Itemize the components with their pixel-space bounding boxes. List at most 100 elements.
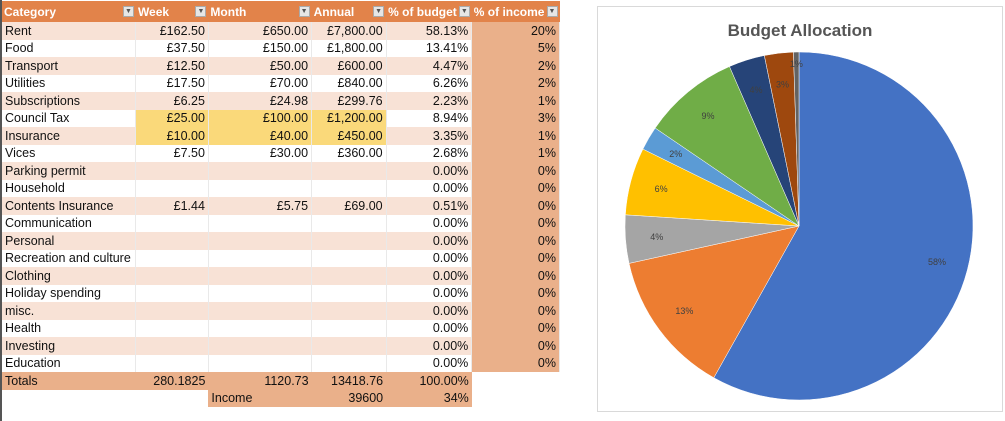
cell[interactable]: 0% [471,267,560,285]
cell[interactable]: 0% [471,179,560,197]
empty-cell[interactable] [2,389,136,407]
cell[interactable]: 0.00% [386,337,473,355]
filter-dropdown-icon[interactable]: ▼ [458,6,470,17]
cell[interactable]: £360.00 [311,144,387,162]
cell[interactable]: 0.00% [386,249,473,267]
cell[interactable] [311,249,387,267]
pie-chart[interactable]: Budget Allocation 58% 13% 4% 6% 2% 9% 4% 3% 1% [597,6,1003,412]
cell[interactable]: Food [2,39,137,57]
cell[interactable]: 0% [471,249,560,267]
cell[interactable] [208,267,313,285]
pie-slice-food[interactable] [628,225,800,379]
income-value[interactable]: 39600 [311,389,387,407]
cell[interactable] [311,302,387,320]
cell[interactable] [208,302,313,320]
cell[interactable] [135,179,209,197]
cell[interactable]: 1% [471,127,560,145]
cell[interactable] [135,267,209,285]
cell[interactable]: Parking permit [2,162,137,180]
cell[interactable]: 1% [471,92,560,110]
cell[interactable]: Health [2,319,137,337]
cell[interactable]: £450.00 [311,127,387,145]
cell[interactable]: £600.00 [311,57,387,75]
cell[interactable] [208,179,313,197]
cell[interactable] [135,232,209,250]
cell[interactable]: 0.51% [386,197,473,215]
cell[interactable]: 3% [471,109,560,127]
filter-dropdown-icon[interactable]: ▼ [298,6,310,17]
cell[interactable]: 13.41% [386,39,473,57]
cell[interactable] [208,214,313,232]
cell[interactable]: 2% [471,74,560,92]
cell[interactable] [311,267,387,285]
cell[interactable]: £50.00 [208,57,313,75]
cell[interactable] [135,284,209,302]
cell[interactable]: £1.44 [135,197,209,215]
cell[interactable]: Insurance [2,127,137,145]
cell[interactable]: Utilities [2,74,137,92]
cell[interactable] [135,319,209,337]
cell[interactable] [311,284,387,302]
cell[interactable] [135,337,209,355]
cell[interactable] [208,337,313,355]
cell[interactable]: 0% [471,214,560,232]
cell[interactable]: £69.00 [311,197,387,215]
cell[interactable]: 1% [471,144,560,162]
cell[interactable]: 58.13% [386,22,473,40]
cell[interactable]: £24.98 [208,92,313,110]
cell[interactable]: 2.23% [386,92,473,110]
cell[interactable]: £37.50 [135,39,209,57]
cell[interactable]: 2.68% [386,144,473,162]
cell[interactable] [311,162,387,180]
cell[interactable]: £17.50 [135,74,209,92]
cell[interactable]: £40.00 [208,127,313,145]
cell[interactable]: £6.25 [135,92,209,110]
filter-dropdown-icon[interactable]: ▼ [546,6,558,17]
cell[interactable]: 0% [471,232,560,250]
cell[interactable]: Transport [2,57,137,75]
cell[interactable]: 3.35% [386,127,473,145]
cell[interactable]: £299.76 [311,92,387,110]
cell[interactable] [208,354,313,372]
cell[interactable]: 0.00% [386,284,473,302]
cell[interactable]: £10.00 [135,127,209,145]
pie-slice-contents-insurance[interactable] [793,51,800,227]
cell[interactable] [208,284,313,302]
pie-slice-rent[interactable] [713,51,974,401]
cell[interactable]: Council Tax [2,109,137,127]
income-percent[interactable]: 34% [386,389,472,407]
totals-cell[interactable]: 100.00% [386,372,472,390]
cell[interactable]: Contents Insurance [2,197,137,215]
cell[interactable] [135,354,209,372]
cell[interactable] [311,319,387,337]
cell[interactable]: Vices [2,144,137,162]
cell[interactable]: £7,800.00 [311,22,387,40]
cell[interactable]: Education [2,354,137,372]
cell[interactable]: 4.47% [386,57,473,75]
totals-cell[interactable]: Totals [2,372,136,390]
filter-dropdown-icon[interactable]: ▼ [122,6,134,17]
cell[interactable]: 0.00% [386,179,473,197]
cell[interactable]: 5% [471,39,560,57]
cell[interactable]: £150.00 [208,39,313,57]
cell[interactable] [208,232,313,250]
cell[interactable] [135,302,209,320]
cell[interactable]: £100.00 [208,109,313,127]
totals-cell[interactable]: 280.1825 [135,372,209,390]
cell[interactable]: £650.00 [208,22,313,40]
totals-cell[interactable]: 13418.76 [311,372,387,390]
cell[interactable]: £30.00 [208,144,313,162]
filter-dropdown-icon[interactable]: ▼ [195,6,207,17]
cell[interactable]: Holiday spending [2,284,137,302]
cell[interactable]: Recreation and culture [2,249,137,267]
cell[interactable] [311,232,387,250]
cell[interactable] [311,337,387,355]
cell[interactable]: 0% [471,319,560,337]
cell[interactable]: 0.00% [386,162,473,180]
cell[interactable]: 0% [471,354,560,372]
cell[interactable]: 0.00% [386,232,473,250]
cell[interactable]: £7.50 [135,144,209,162]
cell[interactable]: 0.00% [386,319,473,337]
cell[interactable]: 0.00% [386,354,473,372]
cell[interactable]: £5.75 [208,197,313,215]
